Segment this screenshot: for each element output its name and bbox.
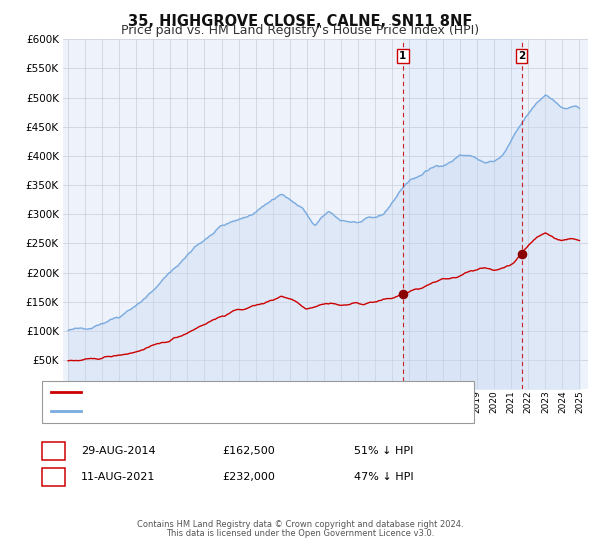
Text: 2: 2 [518, 51, 525, 61]
Text: 35, HIGHGROVE CLOSE, CALNE, SN11 8NF: 35, HIGHGROVE CLOSE, CALNE, SN11 8NF [128, 14, 472, 29]
Text: 1: 1 [50, 446, 57, 456]
Text: This data is licensed under the Open Government Licence v3.0.: This data is licensed under the Open Gov… [166, 529, 434, 538]
Text: 11-AUG-2021: 11-AUG-2021 [81, 472, 155, 482]
Text: 2: 2 [50, 472, 57, 482]
Bar [403, 39, 521, 389]
Text: £232,000: £232,000 [222, 472, 275, 482]
Text: 51% ↓ HPI: 51% ↓ HPI [354, 446, 413, 456]
Point [517, 249, 526, 258]
Text: 1: 1 [399, 51, 406, 61]
Text: 47% ↓ HPI: 47% ↓ HPI [354, 472, 413, 482]
Point [398, 290, 407, 299]
Text: £162,500: £162,500 [222, 446, 275, 456]
Text: Price paid vs. HM Land Registry's House Price Index (HPI): Price paid vs. HM Land Registry's House … [121, 24, 479, 37]
Text: Contains HM Land Registry data © Crown copyright and database right 2024.: Contains HM Land Registry data © Crown c… [137, 520, 463, 529]
Text: 35, HIGHGROVE CLOSE, CALNE, SN11 8NF (detached house): 35, HIGHGROVE CLOSE, CALNE, SN11 8NF (de… [88, 387, 389, 397]
Text: 29-AUG-2014: 29-AUG-2014 [81, 446, 155, 456]
Text: HPI: Average price, detached house, Wiltshire: HPI: Average price, detached house, Wilt… [88, 407, 316, 417]
